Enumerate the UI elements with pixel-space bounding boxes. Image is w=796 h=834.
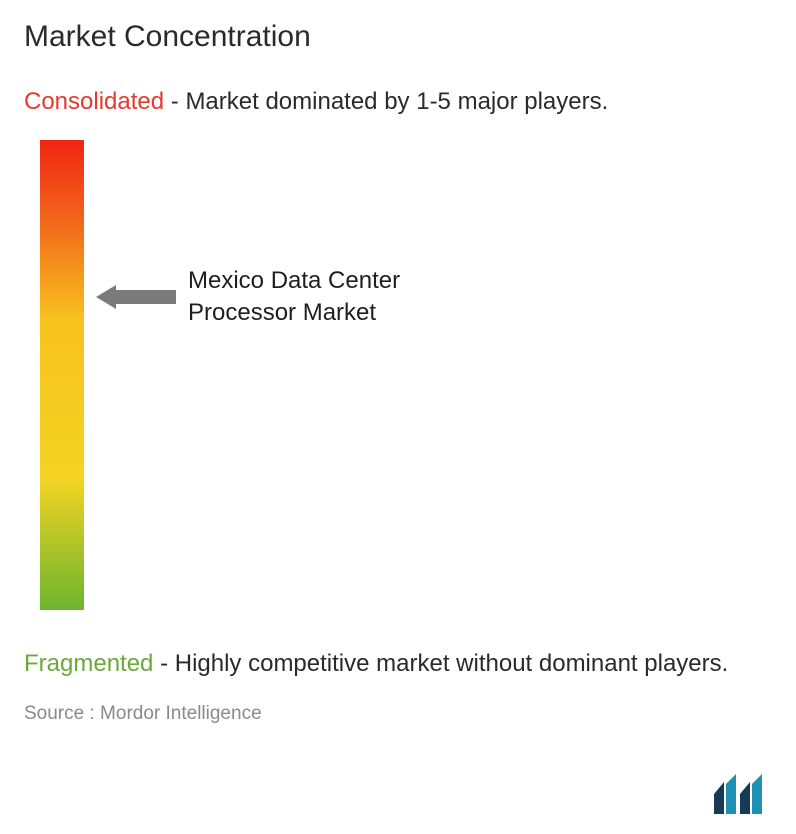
gradient-bar: [40, 140, 84, 610]
source-name: Mordor Intelligence: [100, 703, 262, 724]
fragmented-description: Fragmented - Highly competitive market w…: [24, 648, 772, 680]
consolidated-description: Consolidated - Market dominated by 1-5 m…: [24, 86, 772, 118]
marker-label: Mexico Data Center Processor Market: [188, 265, 488, 327]
fragmented-label: Fragmented: [24, 650, 153, 677]
fragmented-desc-text: - Highly competitive market without domi…: [153, 650, 728, 677]
consolidated-label: Consolidated: [24, 88, 164, 115]
market-marker: Mexico Data Center Processor Market: [96, 265, 488, 327]
page-title: Market Concentration: [24, 20, 772, 54]
concentration-scale: Mexico Data Center Processor Market: [24, 140, 772, 620]
arrow-shaft: [116, 290, 176, 304]
arrow-head-icon: [96, 285, 116, 309]
source-line: Source : Mordor Intelligence: [24, 703, 772, 725]
consolidated-desc-text: - Market dominated by 1-5 major players.: [164, 88, 608, 115]
mordor-logo-icon: [712, 774, 774, 814]
source-prefix: Source :: [24, 703, 100, 724]
arrow-icon: [96, 285, 176, 309]
